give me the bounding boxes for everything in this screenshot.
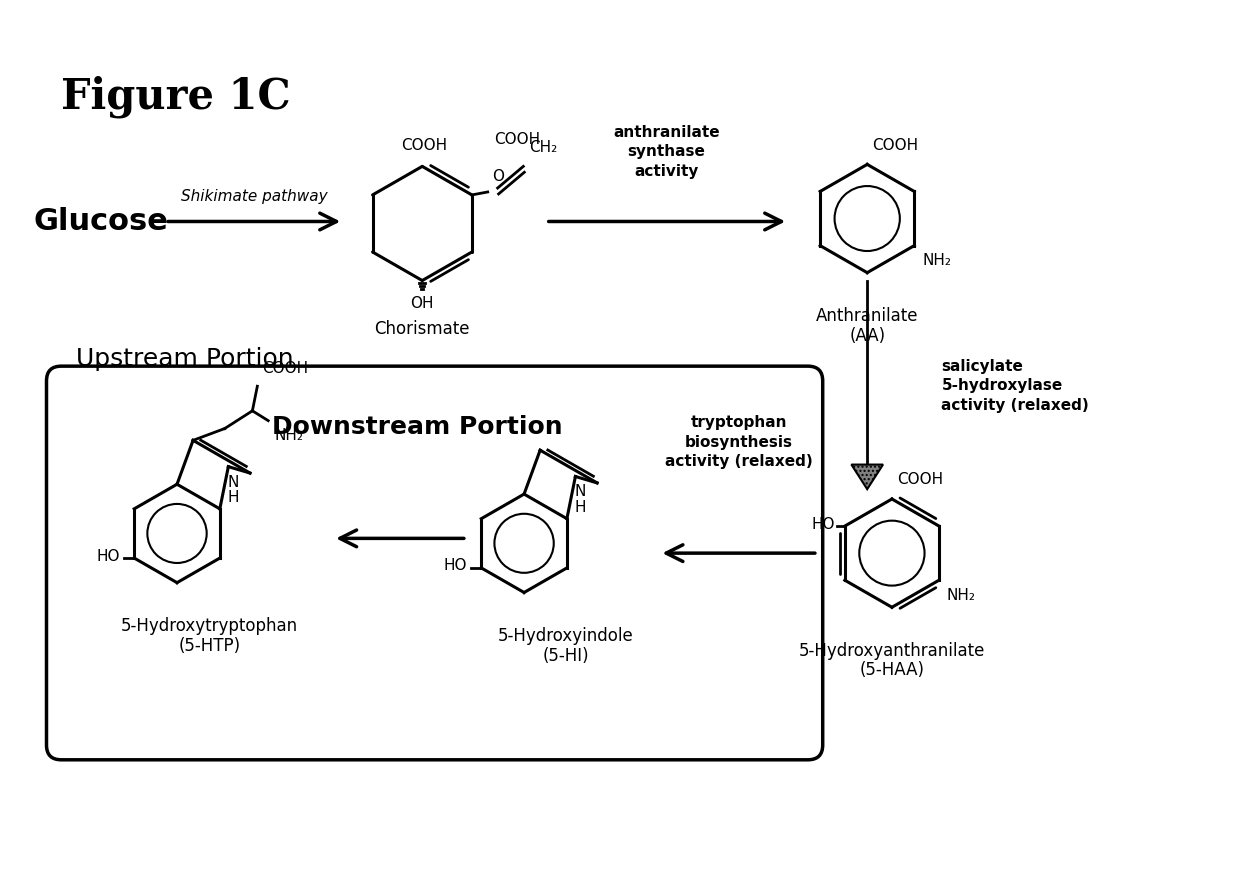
Text: 5-Hydroxyanthranilate: 5-Hydroxyanthranilate [799, 641, 985, 660]
Text: COOH: COOH [495, 132, 541, 147]
Text: Chorismate: Chorismate [374, 320, 470, 338]
Text: 5-Hydroxytryptophan: 5-Hydroxytryptophan [122, 617, 298, 635]
Text: N: N [228, 474, 239, 489]
Text: NH₂: NH₂ [947, 588, 976, 603]
Text: anthranilate
synthase
activity: anthranilate synthase activity [613, 124, 719, 179]
Text: tryptophan
biosynthesis
activity (relaxed): tryptophan biosynthesis activity (relaxe… [665, 415, 812, 470]
Text: salicylate
5-hydroxylase
activity (relaxed): salicylate 5-hydroxylase activity (relax… [941, 359, 1089, 413]
Text: O: O [492, 169, 503, 184]
Text: Upstream Portion: Upstream Portion [76, 347, 294, 371]
Text: Downstream Portion: Downstream Portion [272, 416, 563, 439]
Text: (AA): (AA) [849, 326, 885, 345]
Text: H: H [227, 490, 239, 505]
Text: COOH: COOH [872, 137, 919, 152]
Text: COOH: COOH [897, 473, 942, 487]
Text: N: N [574, 485, 587, 500]
Text: COOH: COOH [402, 137, 448, 152]
Text: H: H [574, 500, 587, 515]
Text: NH₂: NH₂ [274, 428, 303, 443]
Text: COOH: COOH [263, 361, 309, 376]
Text: Shikimate pathway: Shikimate pathway [181, 189, 327, 204]
Text: CH₂: CH₂ [529, 140, 558, 155]
Text: HO: HO [444, 558, 467, 573]
Text: Anthranilate: Anthranilate [816, 307, 919, 326]
Polygon shape [852, 465, 883, 489]
Text: (5-HTP): (5-HTP) [179, 637, 241, 654]
Text: 5-Hydroxyindole: 5-Hydroxyindole [497, 627, 634, 645]
Text: Figure 1C: Figure 1C [61, 76, 291, 118]
Text: (5-HI): (5-HI) [542, 647, 589, 665]
Text: HO: HO [97, 549, 120, 564]
Text: (5-HAA): (5-HAA) [859, 662, 924, 679]
Text: NH₂: NH₂ [923, 254, 951, 269]
Text: OH: OH [410, 297, 434, 311]
Text: HO: HO [811, 516, 835, 532]
Text: Glucose: Glucose [33, 207, 169, 236]
